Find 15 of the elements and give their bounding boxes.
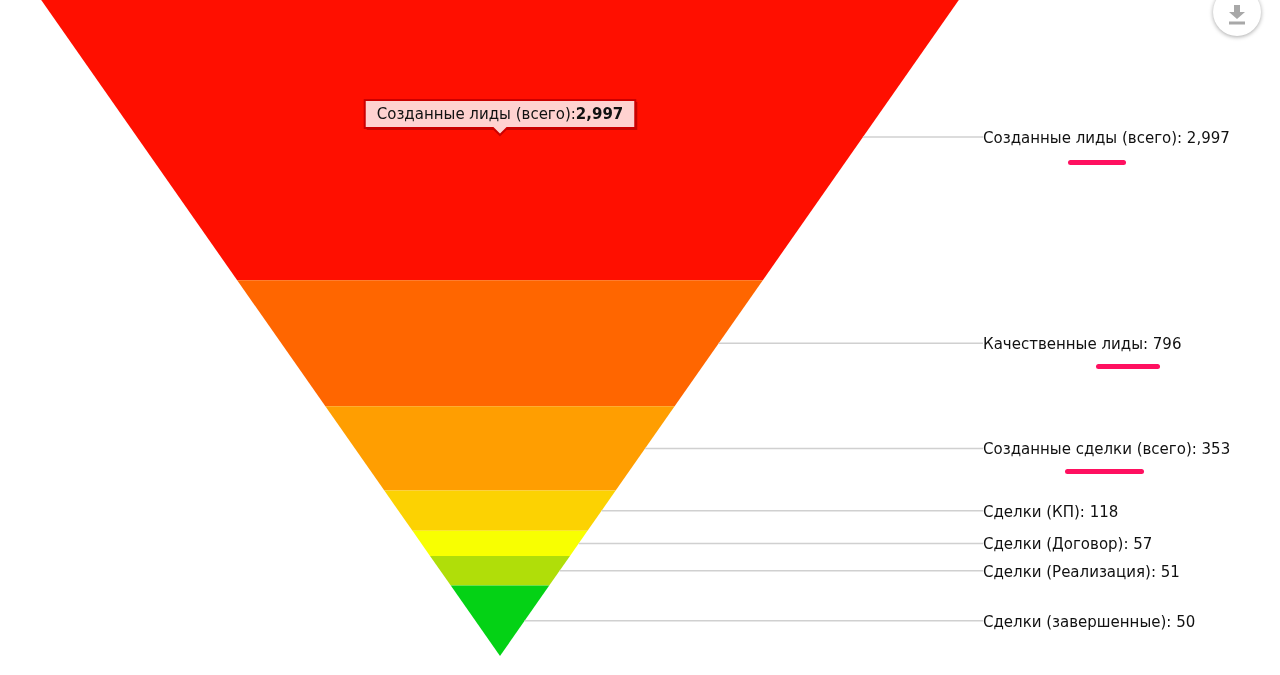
- category-label: Созданные лиды (всего): [983, 128, 1178, 147]
- data-label: : 118: [1079, 502, 1119, 521]
- text: Созданные лиды (всего):2,997: [376, 104, 624, 123]
- data-label: : 51: [1150, 562, 1180, 581]
- category-label: Сделки (КП): [983, 502, 1080, 521]
- data-label: : 57: [1123, 535, 1153, 554]
- data-label: : 2,997: [1177, 128, 1230, 147]
- category-label: Сделки (Договор): [983, 535, 1124, 554]
- category-label: Сделки (Реализация): [983, 562, 1151, 581]
- data-label: : 50: [1166, 612, 1196, 631]
- data-label: : 796: [1142, 335, 1182, 354]
- category-label: Сделки (завершенные): [983, 612, 1167, 631]
- data-label: : 353: [1191, 440, 1231, 459]
- category-label: Созданные сделки (всего): [983, 440, 1192, 459]
- category-label: Качественные лиды: [983, 335, 1143, 354]
